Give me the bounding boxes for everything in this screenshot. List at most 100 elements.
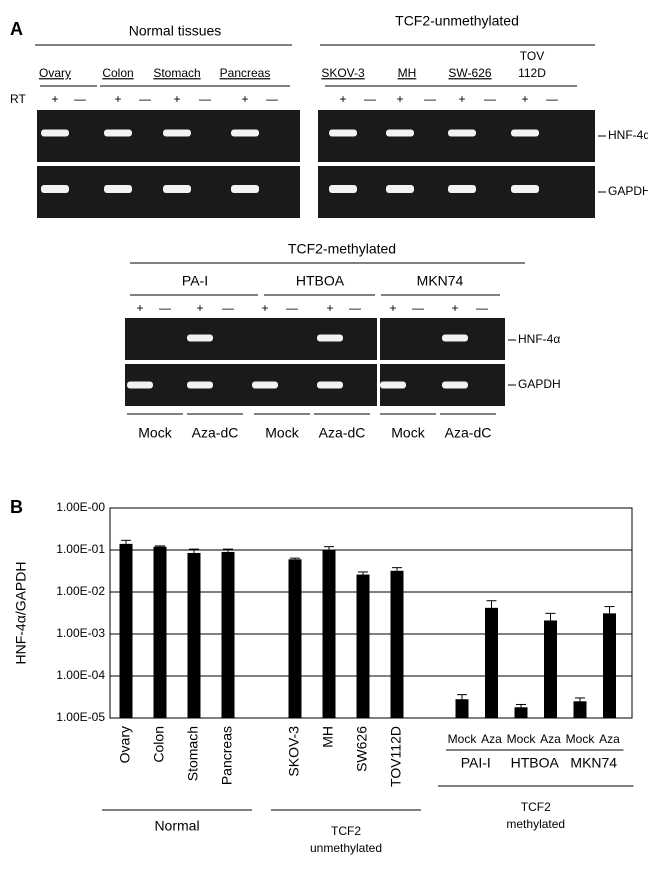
gel-band [104,129,132,137]
gel-band [187,381,213,389]
bar [455,699,469,718]
treatment-label: Mock [265,425,299,441]
gel-band [231,129,259,137]
gel-band [252,381,278,389]
sample-label: TOV [520,49,544,63]
lane-label: + [51,92,58,106]
lane-label: + [326,301,333,315]
gene-label: HNF-4α [518,332,560,346]
bar [119,543,133,718]
bar [603,613,616,718]
treatment-label: Mock [391,425,425,441]
panel-label: A [10,19,23,39]
x-tick-label: Colon [151,726,167,763]
lane-label: + [396,92,403,106]
gel-band [329,185,357,193]
y-tick-label: 1.00E-02 [56,584,105,598]
lane-label: — [546,92,558,106]
gene-label: GAPDH [608,184,648,198]
x-tick-label: SW626 [354,726,370,772]
bar [322,550,336,718]
subgroup-label: PAI-I [461,755,491,771]
panel-label: B [10,497,23,517]
gel-band [329,129,357,137]
lane-label: — [139,92,151,106]
subgroup-label: HTBOA [511,755,560,771]
x-tick-label: Aza [540,732,561,746]
lane-label: — [159,301,171,315]
bar [390,570,404,718]
lane-label: + [521,92,528,106]
x-tick-label: Pancreas [219,726,235,785]
lane-label: + [451,301,458,315]
sample-label: Ovary [39,66,71,80]
x-tick-label: MH [320,726,336,748]
gel-band [317,334,343,342]
bar [485,607,498,718]
group-label: unmethylated [310,841,382,855]
gel-band [442,381,468,389]
x-tick-label: Mock [507,732,537,746]
x-tick-label: Stomach [185,726,201,781]
lane-label: + [458,92,465,106]
x-tick-label: Aza [481,732,502,746]
bar [187,552,201,718]
bar [221,551,235,718]
group-label: methylated [506,817,565,831]
lane-label: — [476,301,488,315]
x-tick-label: Mock [566,732,596,746]
gel-band [511,185,539,193]
gel-band [448,185,476,193]
group-title: TCF2-methylated [288,241,396,257]
treatment-label: Aza-dC [192,425,239,441]
y-tick-label: 1.00E-05 [56,710,105,724]
gel-band [386,185,414,193]
lane-label: — [222,301,234,315]
gel-band [511,129,539,137]
lane-label: — [484,92,496,106]
gel-band [380,381,406,389]
bar [356,574,370,718]
sample-label: MH [398,66,417,80]
group-title: TCF2-unmethylated [395,13,519,29]
gel-band [317,381,343,389]
lane-label: + [136,301,143,315]
gel-band [231,185,259,193]
lane-label: + [339,92,346,106]
gene-label: HNF-4α [608,128,648,142]
subgroup-label: MKN74 [570,755,617,771]
gel-band [41,185,69,193]
bar [153,546,167,718]
lane-label: — [349,301,361,315]
lane-label: + [389,301,396,315]
treatment-label: Mock [138,425,172,441]
group-label: TCF2 [521,800,551,814]
lane-label: — [266,92,278,106]
x-tick-label: Mock [448,732,478,746]
lane-label: + [261,301,268,315]
gel-band [104,185,132,193]
y-tick-label: 1.00E-03 [56,626,105,640]
lane-label: — [74,92,86,106]
gel-band [127,381,153,389]
gene-label: GAPDH [518,377,561,391]
x-tick-label: Aza [599,732,620,746]
gel-band [386,129,414,137]
rt-label: RT [10,92,26,106]
lane-label: — [424,92,436,106]
bar [544,620,557,718]
gel-band [163,129,191,137]
sample-label: Pancreas [220,66,271,80]
sample-label: SKOV-3 [321,66,365,80]
x-tick-label: SKOV-3 [286,726,302,777]
group-title: Normal tissues [129,23,222,39]
sample-label: 112D [518,66,546,80]
lane-label: + [173,92,180,106]
y-tick-label: 1.00E-00 [56,500,105,514]
gel-band [442,334,468,342]
gel-band [41,129,69,137]
line-label: HTBOA [296,273,345,289]
gel-band [163,185,191,193]
sample-label: Stomach [153,66,200,80]
